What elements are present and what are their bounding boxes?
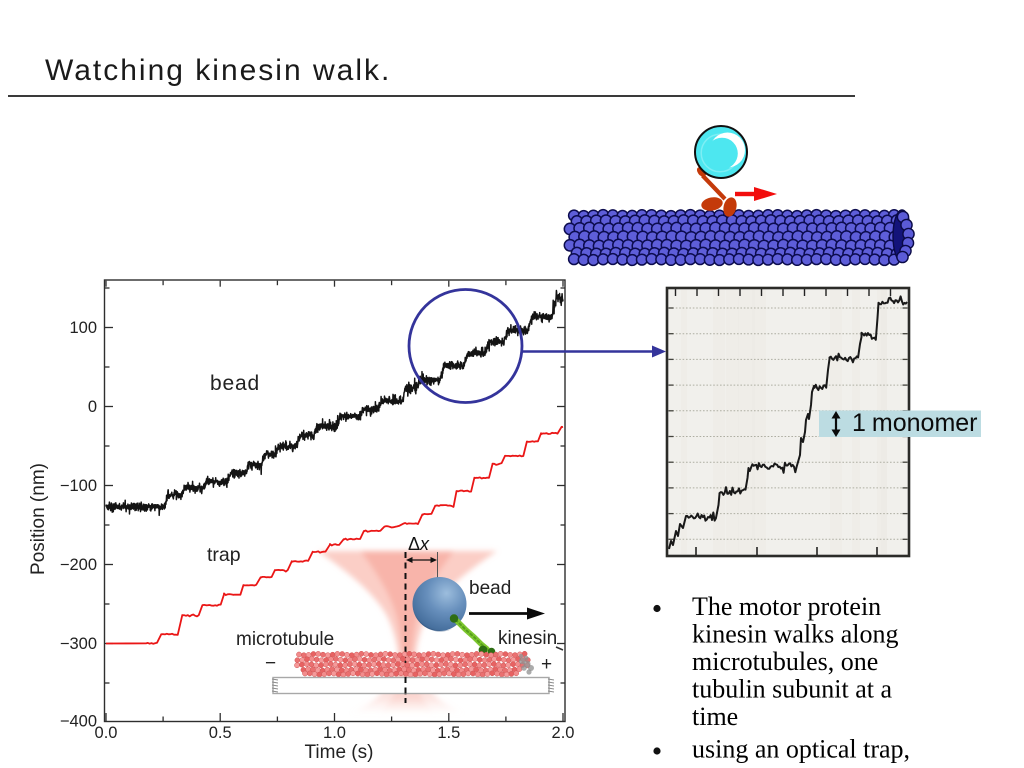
svg-text:+: + (541, 654, 552, 675)
svg-text:bead: bead (469, 578, 511, 599)
svg-text:0.5: 0.5 (209, 724, 232, 742)
svg-text:1.5: 1.5 (437, 724, 460, 742)
svg-text:100: 100 (69, 319, 97, 337)
svg-text:kinesin walks along: kinesin walks along (692, 620, 899, 649)
svg-text:−200: −200 (60, 556, 97, 574)
svg-text:0: 0 (88, 398, 97, 416)
svg-text:Δx: Δx (408, 534, 430, 554)
svg-text:using an optical trap,: using an optical trap, (692, 735, 910, 764)
svg-text:Time (s): Time (s) (305, 742, 374, 763)
svg-text:Position (nm): Position (nm) (28, 463, 49, 575)
svg-text:0.0: 0.0 (95, 724, 118, 742)
svg-text:−400: −400 (60, 713, 97, 731)
svg-text:2.0: 2.0 (552, 724, 575, 742)
svg-text:trap: trap (207, 544, 241, 566)
svg-text:bead: bead (210, 372, 260, 395)
svg-text:kinesin: kinesin (498, 628, 557, 649)
svg-text:−300: −300 (60, 635, 97, 653)
svg-text:−: − (265, 653, 276, 674)
svg-text:1.0: 1.0 (323, 724, 346, 742)
svg-text:microtubule: microtubule (236, 629, 334, 650)
svg-text:tubulin subunit at a: tubulin subunit at a (692, 675, 893, 704)
svg-text:microtubules, one: microtubules, one (692, 647, 878, 676)
svg-text:The motor protein: The motor protein (692, 592, 881, 621)
svg-text:Watching kinesin walk.: Watching kinesin walk. (45, 54, 391, 87)
svg-text:time: time (692, 702, 738, 731)
svg-text:−100: −100 (60, 477, 97, 495)
